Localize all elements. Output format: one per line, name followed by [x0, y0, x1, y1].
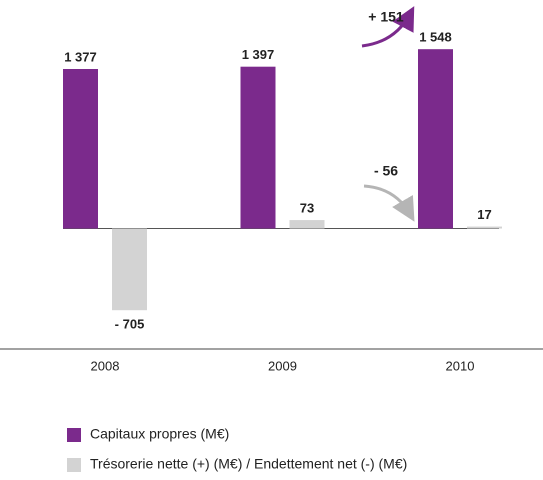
value-label: 73 [300, 201, 314, 216]
x-tick-label: 2008 [91, 358, 120, 373]
legend-swatch [67, 458, 81, 472]
annotation: + 151 [368, 9, 404, 25]
arrow-up [361, 6, 415, 48]
value-label: 1 377 [64, 49, 97, 64]
bar [112, 228, 147, 311]
bar [289, 220, 325, 229]
bar [467, 226, 502, 229]
x-tick-label: 2009 [268, 358, 297, 373]
value-label: 17 [477, 207, 491, 222]
value-label: - 705 [115, 317, 145, 332]
arrow-down [363, 184, 415, 222]
legend-label: Capitaux propres (M€) [90, 426, 229, 442]
value-label: 1 548 [419, 30, 452, 45]
annotation: - 56 [374, 163, 398, 179]
bar [240, 66, 276, 229]
legend-label: Trésorerie nette (+) (M€) / Endettement … [90, 456, 407, 472]
value-label: 1 397 [242, 47, 275, 62]
bar [418, 49, 453, 229]
bar [63, 69, 98, 229]
legend-swatch [67, 428, 81, 442]
x-tick-label: 2010 [446, 358, 475, 373]
